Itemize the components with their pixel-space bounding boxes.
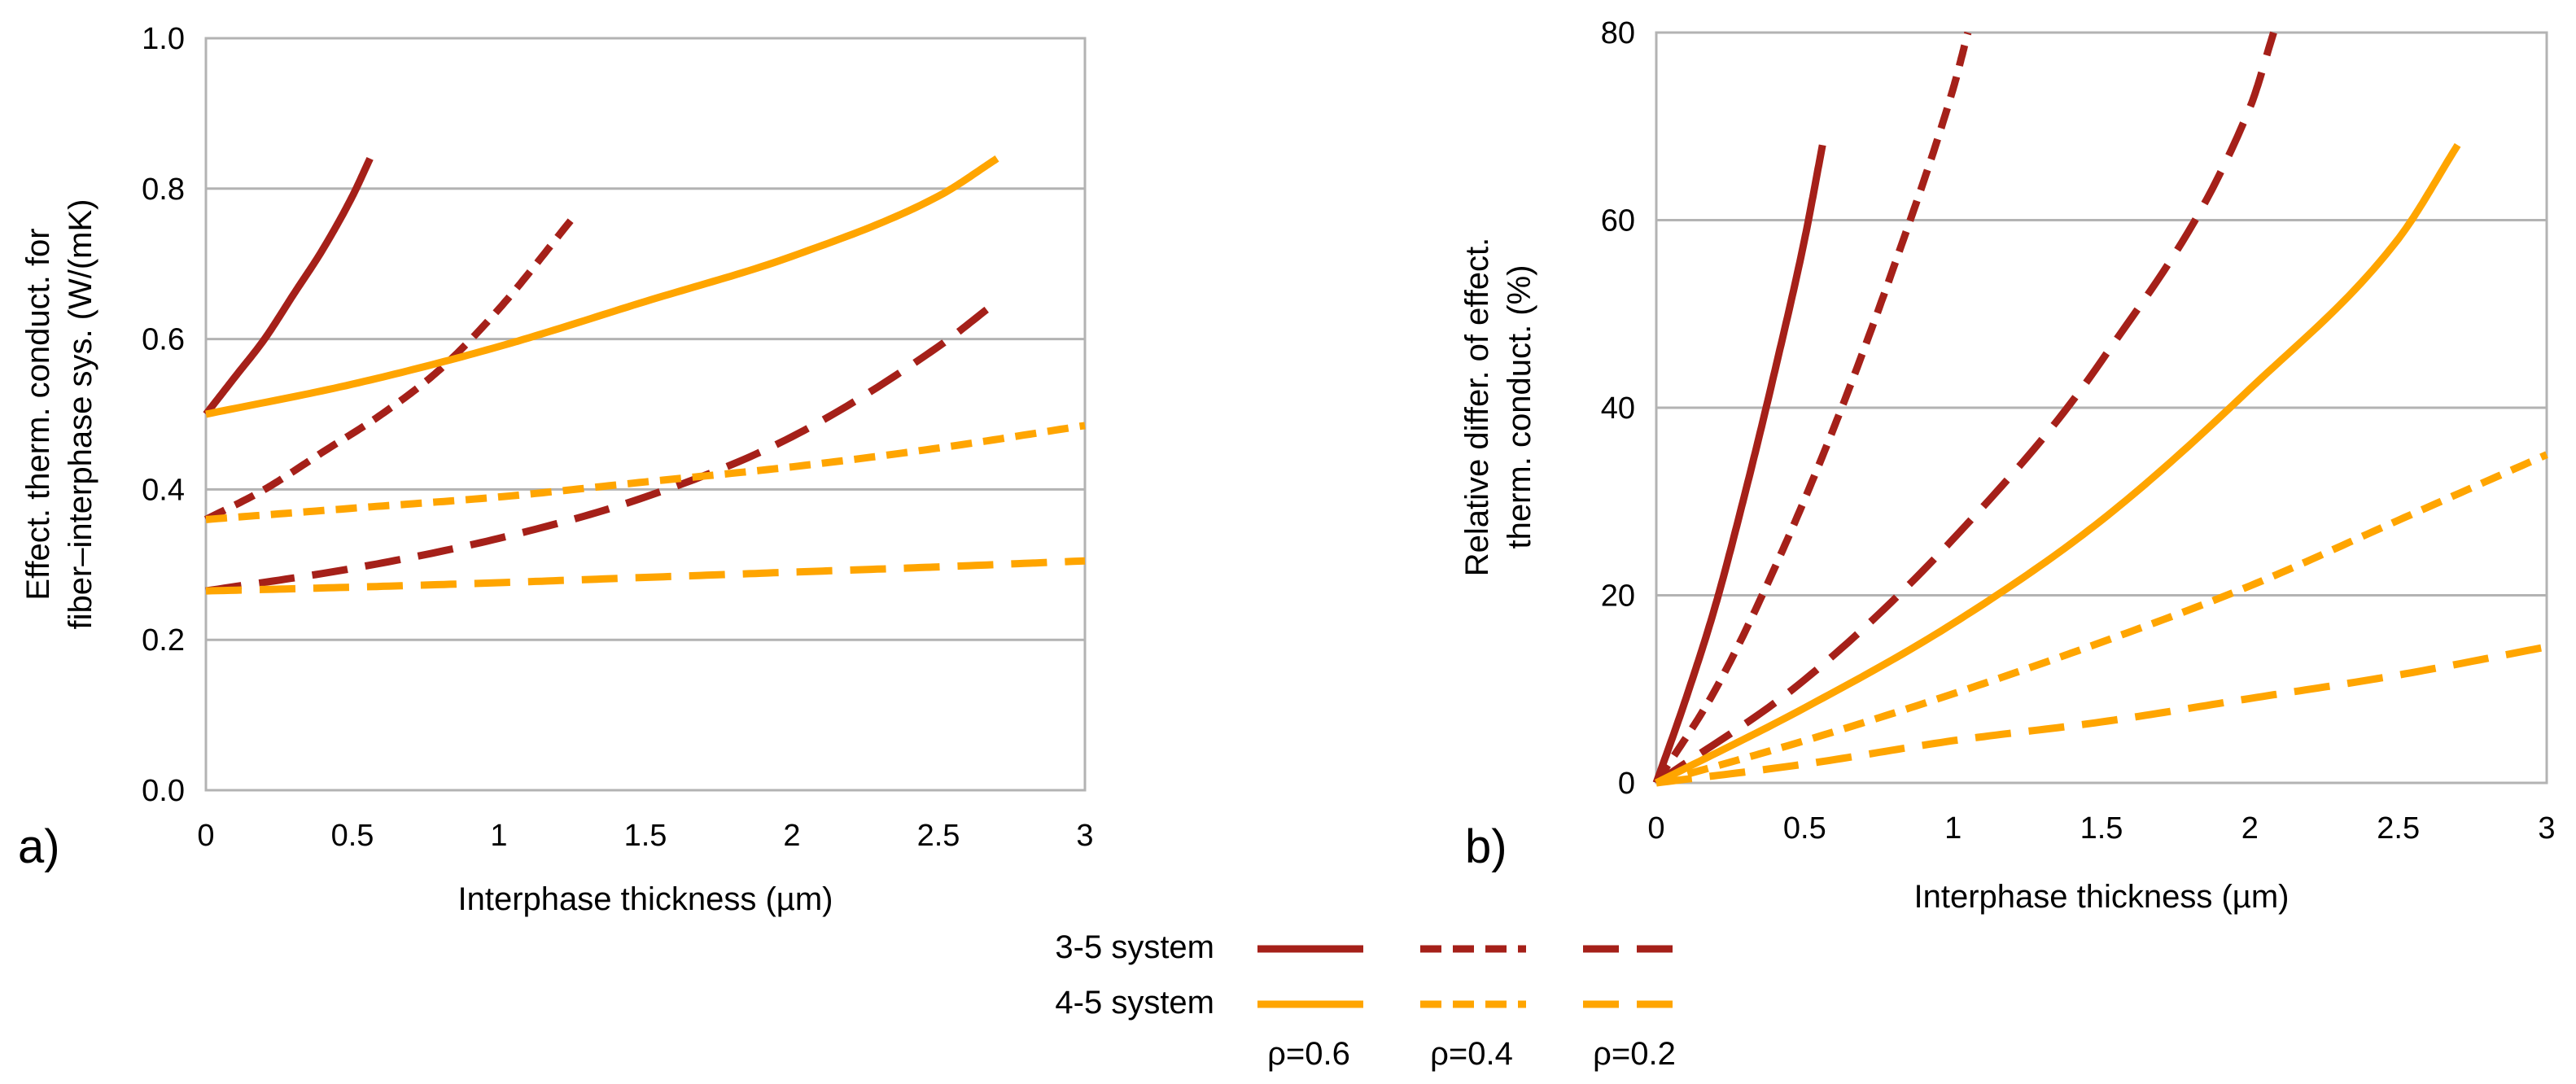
panel-b-y-tick-label: 60 (1601, 204, 1635, 238)
panel-b-x-tick-label: 2.5 (2377, 811, 2420, 846)
panel-b-x-tick-label: 0 (1647, 811, 1664, 846)
legend: 3-5 system 4-5 system ρ=0.6 ρ=0.4 ρ=0.2 (1055, 929, 1689, 1072)
legend-col-label-rho-0-6: ρ=0.6 (1267, 1036, 1350, 1072)
panel-b-x-tick-label: 1 (1944, 811, 1962, 846)
panel-a-y-axis-label-line2: fiber–interphase sys. (W/(mK) (63, 199, 98, 629)
panel-b-y-axis-label-line2: therm. conduct. (%) (1502, 264, 1537, 549)
legend-row-label-4-5-system: 4-5 system (1055, 985, 1214, 1021)
panel-b-chart: 0 0.5 1 1.5 2 2.5 3 0 20 40 60 80 Interphase thick… (1459, 16, 2556, 915)
panel-a-x-tick-label: 2 (783, 819, 800, 853)
panel-a-x-tick-label: 3 (1076, 819, 1093, 853)
panel-a-chart: 0 0.5 1 1.5 2 2.5 3 0.0 0.2 0.4 0.6 0.8 1.0 Interph… (18, 22, 1094, 917)
panel-a-series-4-5-system-0-6 (205, 155, 999, 418)
panel-b-series-3-5-system-0-6 (1652, 144, 1826, 785)
legend-row-label-3-5-system: 3-5 system (1055, 929, 1214, 965)
panel-a-x-tick-label: 0.5 (331, 819, 374, 853)
panel-b-plot-frame (1655, 31, 2548, 785)
panel-b-x-tick-label: 3 (2538, 811, 2555, 846)
panel-a-y-tick-label: 0.6 (142, 323, 185, 357)
panel-a-label: a) (18, 820, 60, 873)
panel-a-series-3-5-system-0-6 (203, 156, 374, 417)
panel-a-x-tick-label: 0 (197, 819, 214, 853)
legend-col-label-rho-0-2: ρ=0.2 (1593, 1036, 1676, 1072)
panel-b-x-tick-label: 0.5 (1783, 811, 1826, 846)
legend-col-label-rho-0-4: ρ=0.4 (1430, 1036, 1513, 1072)
panel-b-series-4-5-system-0-6 (1654, 142, 2461, 787)
panel-a-y-tick-label: 0.8 (142, 173, 185, 207)
panel-a-series-4-5-system-0-4 (205, 422, 1086, 523)
panel-b-series-3-5-system-0-4 (1653, 31, 1972, 785)
panel-a-series-3-5-system-0-4 (203, 216, 575, 523)
panel-a-x-tick-label: 1 (490, 819, 507, 853)
panel-b-y-tick-label: 80 (1601, 16, 1635, 50)
panel-a-y-tick-label: 0.2 (142, 623, 185, 658)
panel-a-x-tick-label: 2.5 (917, 819, 960, 853)
panel-b-series-4-5-system-0-4 (1655, 451, 2548, 787)
panel-b-series-3-5-system-0-2 (1654, 31, 2277, 786)
panel-b-y-tick-label: 0 (1618, 767, 1635, 801)
panel-a-x-tick-label: 1.5 (624, 819, 667, 853)
panel-a-series-4-5-system-0-2 (205, 557, 1086, 595)
panel-b-x-axis-label: Interphase thickness (µm) (1914, 879, 2290, 915)
panel-a-y-tick-label: 1.0 (142, 22, 185, 56)
panel-a-x-axis-label: Interphase thickness (µm) (458, 881, 833, 917)
panel-a-y-tick-label: 0.0 (142, 774, 185, 808)
panel-a-series-3-5-system-0-2 (205, 298, 999, 595)
panel-a-y-axis-label-line1: Effect. therm. conduct. for (20, 228, 56, 600)
panel-b-x-tick-label: 2 (2241, 811, 2259, 846)
panel-b-series-4-5-system-0-2 (1655, 643, 2548, 787)
panel-b-x-tick-label: 1.5 (2080, 811, 2123, 846)
panel-b-label: b) (1465, 820, 1507, 873)
panel-a-y-tick-label: 0.4 (142, 473, 185, 507)
panel-b-y-tick-label: 20 (1601, 579, 1635, 614)
panel-b-y-tick-label: 40 (1601, 391, 1635, 426)
panel-a-plot-frame (204, 37, 1087, 792)
panel-b-y-axis-label-line1: Relative differ. of effect. (1459, 238, 1495, 577)
